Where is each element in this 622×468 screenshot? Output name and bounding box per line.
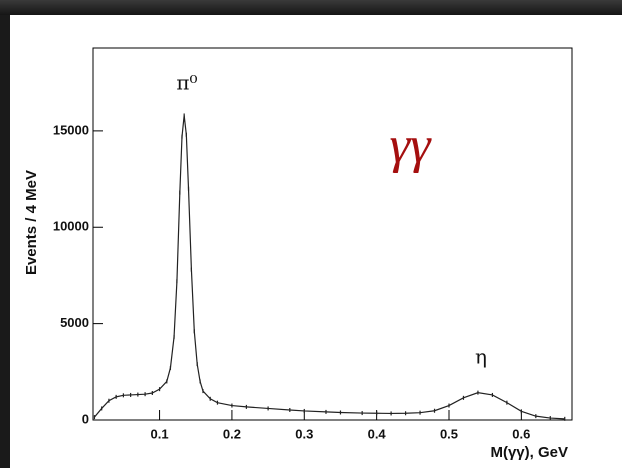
x-tick-label: 0.2 bbox=[223, 426, 241, 441]
annotation: η bbox=[475, 345, 487, 369]
x-tick-label: 0.1 bbox=[151, 426, 169, 441]
y-tick-label: 5000 bbox=[60, 315, 89, 330]
x-tick-label: 0.6 bbox=[512, 426, 530, 441]
plot-frame bbox=[92, 47, 573, 421]
x-axis-title: M(γγ), GeV bbox=[490, 444, 568, 461]
annotation: π⁰ bbox=[176, 71, 197, 95]
annotation: γγ bbox=[390, 117, 432, 174]
y-tick-label: 15000 bbox=[53, 122, 89, 137]
y-axis-title: Events / 4 MeV bbox=[23, 170, 40, 275]
x-tick-label: 0.5 bbox=[440, 426, 458, 441]
x-tick-label: 0.4 bbox=[368, 426, 387, 441]
y-tick-label: 10000 bbox=[53, 219, 89, 234]
fit-curve bbox=[93, 115, 565, 420]
panel bbox=[10, 15, 622, 468]
x-tick-label: 0.3 bbox=[295, 426, 313, 441]
top-bar bbox=[0, 0, 622, 15]
y-tick-label: 0 bbox=[82, 411, 89, 426]
